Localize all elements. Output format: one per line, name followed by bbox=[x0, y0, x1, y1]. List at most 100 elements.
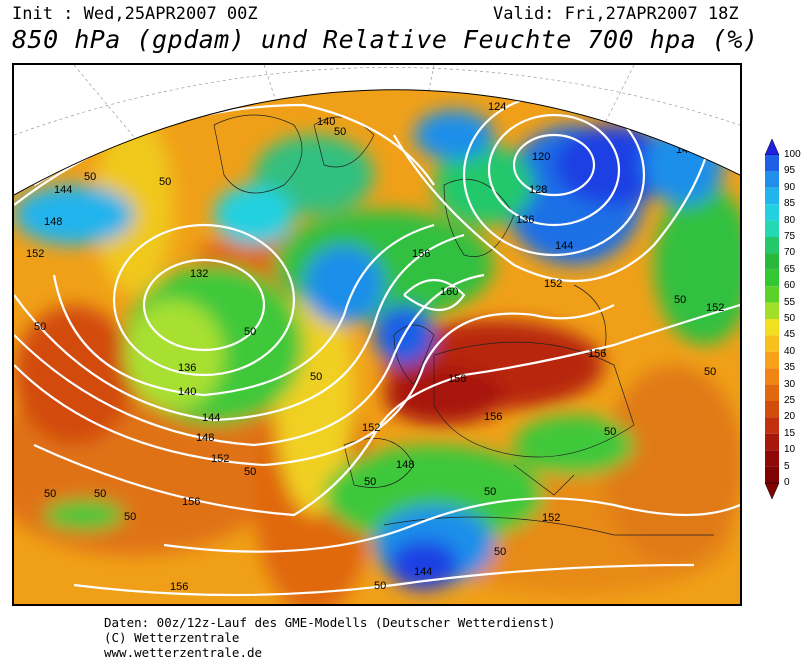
humidity-label: 50 bbox=[34, 321, 46, 333]
contour-label: 124 bbox=[488, 101, 506, 113]
legend-level-label: 20 bbox=[784, 411, 796, 423]
legend-swatch bbox=[765, 187, 779, 205]
contour-label: 152 bbox=[211, 453, 229, 465]
weather-map: 132 140 160 156 124 120 128 136 144 152 … bbox=[12, 63, 742, 606]
legend-swatch bbox=[765, 204, 779, 221]
contour-label: 136 bbox=[178, 362, 196, 374]
contour-label: 156 bbox=[182, 496, 200, 508]
legend-arrow-top bbox=[764, 138, 780, 156]
legend-level-label: 15 bbox=[784, 427, 796, 439]
contour-label: 152 bbox=[706, 302, 724, 314]
humidity-label: 50 bbox=[704, 366, 716, 378]
humidity-label: 50 bbox=[244, 466, 256, 478]
legend-swatch bbox=[765, 368, 779, 385]
legend-level-label: 35 bbox=[784, 362, 796, 374]
humidity-label: 50 bbox=[604, 426, 616, 438]
legend-level-label: 30 bbox=[784, 378, 796, 390]
contour-label: 140 bbox=[317, 116, 335, 128]
humidity-label: 50 bbox=[334, 126, 346, 138]
legend-swatch bbox=[765, 351, 779, 369]
legend-level-label: 85 bbox=[784, 198, 796, 210]
contour-label: 144 bbox=[555, 240, 573, 252]
legend-swatch bbox=[765, 286, 779, 303]
footer-data-source: Daten: 00z/12z-Lauf des GME-Modells (Deu… bbox=[104, 615, 556, 630]
legend-swatch bbox=[765, 237, 779, 254]
legend-swatch bbox=[765, 171, 779, 188]
legend-swatch bbox=[765, 319, 779, 336]
map-title: 850 hPa (gpdam) und Relative Feuchte 700… bbox=[12, 25, 759, 54]
legend-level-label: 50 bbox=[784, 313, 796, 324]
humidity-label: 50 bbox=[374, 580, 386, 592]
legend-swatch bbox=[765, 433, 779, 451]
contour-label: 132 bbox=[190, 268, 208, 280]
legend-level-label: 60 bbox=[784, 280, 796, 292]
footer-url: www.wetterzentrale.de bbox=[104, 645, 263, 660]
legend-swatch bbox=[765, 220, 779, 237]
contour-label: 156 bbox=[448, 373, 466, 385]
legend-level-label: 70 bbox=[784, 247, 796, 259]
legend-level-label: 80 bbox=[784, 214, 796, 226]
contour-label: 148 bbox=[44, 216, 62, 228]
humidity-legend: 100 95 90 85 80 75 70 65 60 55 50 45 40 35 30 25 20 15 10 5… bbox=[764, 135, 810, 535]
legend-level-label: 25 bbox=[784, 395, 796, 406]
legend-arrow-bottom bbox=[764, 482, 780, 500]
legend-level-label: 55 bbox=[784, 296, 796, 308]
humidity-label: 50 bbox=[674, 294, 686, 306]
contour-label: 156 bbox=[484, 411, 502, 423]
contour-label: 152 bbox=[544, 278, 562, 290]
legend-level-label: 65 bbox=[784, 263, 796, 275]
contour-label: 140 bbox=[178, 386, 196, 398]
contour-label: 148 bbox=[396, 459, 414, 471]
legend-swatch bbox=[765, 450, 779, 467]
legend-level-label: 75 bbox=[784, 231, 796, 242]
contour-label: 136 bbox=[516, 214, 534, 226]
humidity-label: 50 bbox=[94, 488, 106, 500]
legend-level-label: 40 bbox=[784, 345, 796, 357]
legend-swatch bbox=[765, 155, 779, 172]
legend-swatch bbox=[765, 253, 779, 270]
init-time: Init : Wed,25APR2007 00Z bbox=[12, 4, 258, 24]
humidity-label: 50 bbox=[484, 486, 496, 498]
contour-label: 144 bbox=[54, 184, 72, 196]
legend-level-label: 0 bbox=[784, 477, 790, 488]
weather-map-canvas: 132 140 160 156 124 120 128 136 144 152 … bbox=[14, 65, 740, 604]
contour-label: 148 bbox=[196, 432, 214, 444]
humidity-label: 50 bbox=[244, 326, 256, 338]
humidity-label: 50 bbox=[364, 476, 376, 488]
legend-swatch bbox=[765, 302, 779, 319]
legend-swatch bbox=[765, 401, 779, 418]
legend-swatch bbox=[765, 269, 779, 287]
humidity-label: 50 bbox=[159, 176, 171, 188]
contour-label: 128 bbox=[529, 184, 547, 196]
footer-copyright: (C) Wetterzentrale bbox=[104, 630, 240, 645]
contour-label: 156 bbox=[412, 248, 430, 260]
contour-labels: 132 140 160 156 124 120 128 136 144 152 … bbox=[26, 90, 724, 593]
contour-label: 152 bbox=[362, 422, 380, 434]
legend-swatch bbox=[765, 417, 779, 434]
legend-colorbar bbox=[764, 138, 780, 500]
valid-time: Valid: Fri,27APR2007 18Z bbox=[493, 4, 739, 24]
humidity-field: 132 140 160 156 124 120 128 136 144 152 … bbox=[14, 89, 740, 604]
contour-label: 152 bbox=[26, 248, 44, 260]
legend-level-label: 45 bbox=[784, 329, 796, 341]
legend-level-label: 95 bbox=[784, 165, 796, 177]
humidity-label: 50 bbox=[124, 511, 136, 523]
humidity-label: 50 bbox=[494, 546, 506, 558]
legend-level-label: 100 bbox=[784, 149, 801, 160]
humidity-label: 50 bbox=[84, 171, 96, 183]
legend-swatch bbox=[765, 384, 779, 401]
contour-label: 156 bbox=[588, 348, 606, 360]
contour-label: 144 bbox=[202, 412, 220, 424]
legend-level-label: 10 bbox=[784, 444, 796, 456]
legend-level-label: 90 bbox=[784, 181, 796, 193]
humidity-labels: 50 50 50 50 50 50 50 50 50 50 50 50 50 5… bbox=[34, 126, 716, 592]
legend-swatch bbox=[765, 466, 779, 483]
contour-label: 160 bbox=[440, 286, 458, 298]
contour-label: 120 bbox=[532, 151, 550, 163]
contour-label: 152 bbox=[542, 512, 560, 524]
contour-label: 144 bbox=[414, 566, 432, 578]
legend-swatch bbox=[765, 335, 779, 352]
contour-label: 156 bbox=[170, 581, 188, 593]
legend-level-label: 5 bbox=[784, 460, 790, 472]
humidity-label: 50 bbox=[44, 488, 56, 500]
